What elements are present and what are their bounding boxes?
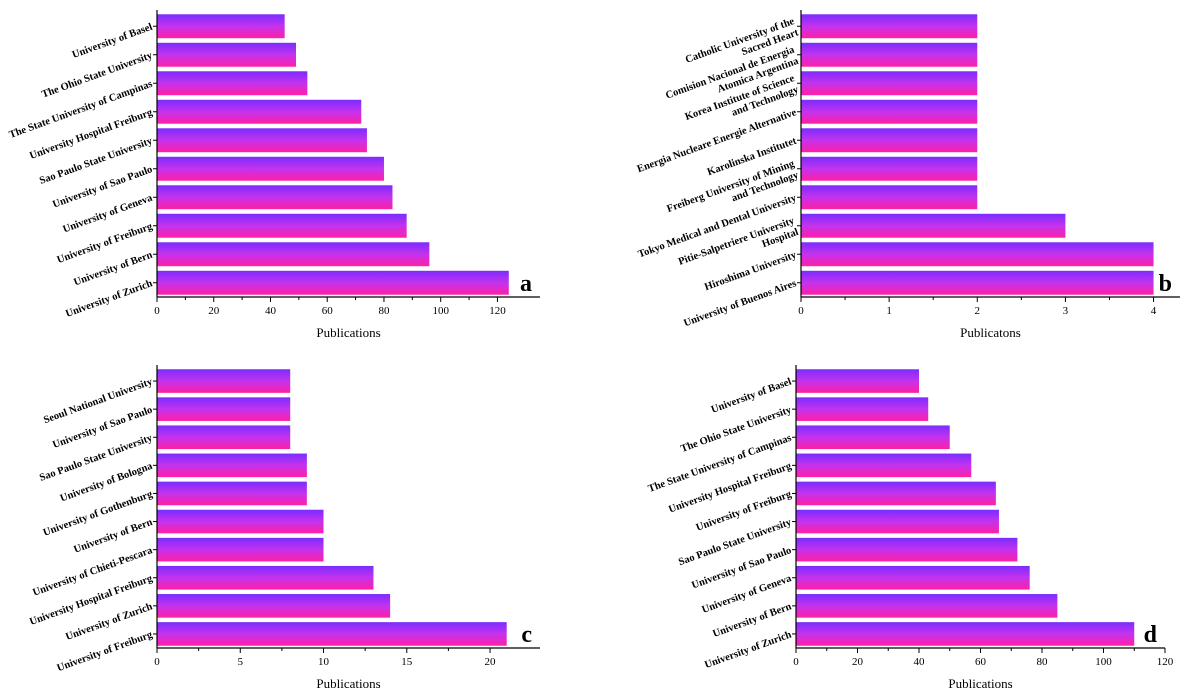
bar-a-8	[157, 242, 430, 267]
bar-d-5	[796, 509, 999, 534]
x-axis-label: Publications	[316, 676, 380, 691]
category-label: University of Chieti-Pescara	[31, 545, 154, 599]
x-tick-label: 120	[489, 305, 506, 317]
x-tick-label: 0	[793, 656, 799, 668]
bar-b-3	[801, 99, 978, 124]
bar-d-7	[796, 565, 1030, 590]
bar-a-5	[157, 156, 384, 181]
bar-c-1	[157, 397, 291, 421]
bar-b-7	[801, 213, 1066, 238]
x-tick-label: 5	[238, 656, 244, 668]
bar-c-2	[157, 425, 291, 450]
bar-c-5	[157, 509, 324, 534]
bar-d-3	[796, 453, 972, 478]
bar-d-9	[796, 622, 1135, 646]
bar-d-1	[796, 397, 929, 421]
bar-b-0	[801, 14, 978, 39]
x-tick-label: 15	[401, 656, 413, 668]
bar-d-8	[796, 594, 1058, 618]
bar-c-4	[157, 481, 307, 506]
x-tick-label: 60	[975, 656, 987, 668]
x-tick-label: 0	[798, 305, 804, 317]
x-axis-label: Publications	[948, 676, 1012, 691]
bar-d-4	[796, 481, 996, 506]
x-tick-label: 20	[852, 656, 864, 668]
category-label: University of Buenos Aires	[682, 278, 798, 329]
bar-b-6	[801, 185, 978, 210]
x-tick-label: 120	[1157, 656, 1174, 668]
x-tick-label: 20	[208, 305, 220, 317]
bar-d-6	[796, 537, 1018, 562]
chart-panel-b: Catholic University of theSacred HeartCo…	[636, 10, 1180, 340]
bar-c-8	[157, 594, 391, 618]
bar-b-2	[801, 71, 978, 96]
bar-a-3	[157, 99, 362, 124]
x-axis-label: Publications	[316, 325, 380, 340]
x-tick-label: 80	[1037, 656, 1049, 668]
panel-label: c	[521, 622, 532, 648]
x-tick-label: 10	[318, 656, 330, 668]
bar-a-6	[157, 185, 393, 210]
bar-c-9	[157, 622, 507, 646]
category-label: University Hospital Freiburg	[28, 573, 155, 628]
panel-label: a	[520, 271, 532, 297]
panel-label: d	[1144, 622, 1158, 648]
category-label: University Hospital Freiburg	[667, 461, 794, 516]
bar-b-8	[801, 242, 1154, 267]
bar-d-0	[796, 369, 919, 393]
x-tick-label: 40	[914, 656, 926, 668]
bar-a-1	[157, 42, 297, 67]
bar-c-3	[157, 453, 307, 478]
x-tick-label: 1	[886, 305, 892, 317]
bar-a-9	[157, 270, 509, 295]
bar-a-4	[157, 128, 367, 153]
bar-d-2	[796, 425, 950, 450]
x-tick-label: 3	[1063, 305, 1069, 317]
bar-c-0	[157, 369, 291, 393]
bar-b-1	[801, 42, 978, 67]
x-tick-label: 100	[432, 305, 449, 317]
bar-b-9	[801, 270, 1154, 295]
bar-c-6	[157, 537, 324, 562]
bar-c-7	[157, 565, 374, 590]
bar-a-7	[157, 213, 407, 238]
x-axis-label: Publicatons	[960, 325, 1021, 340]
x-tick-label: 80	[378, 305, 390, 317]
x-tick-label: 0	[154, 656, 160, 668]
x-tick-label: 60	[322, 305, 334, 317]
bar-a-2	[157, 71, 308, 96]
panel-label: b	[1159, 271, 1172, 297]
bar-b-5	[801, 156, 978, 181]
x-tick-label: 100	[1095, 656, 1112, 668]
x-tick-label: 2	[975, 305, 981, 317]
x-tick-label: 4	[1151, 305, 1157, 317]
bar-a-0	[157, 14, 285, 39]
x-tick-label: 40	[265, 305, 277, 317]
x-tick-label: 0	[154, 305, 160, 317]
x-tick-label: 20	[485, 656, 497, 668]
bar-b-4	[801, 128, 978, 153]
